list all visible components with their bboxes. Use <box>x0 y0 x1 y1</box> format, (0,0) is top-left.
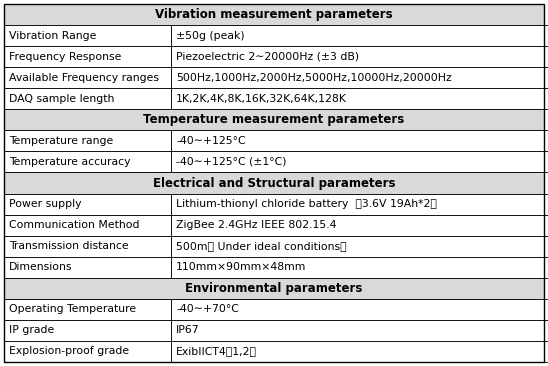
Bar <box>171 236 548 257</box>
Text: Temperature accuracy: Temperature accuracy <box>9 157 130 167</box>
Text: ExibIICT4（1,2）: ExibIICT4（1,2） <box>176 347 257 356</box>
Bar <box>4 130 171 152</box>
Bar <box>171 130 548 152</box>
Text: -40∼+125°C: -40∼+125°C <box>176 136 246 146</box>
Bar <box>4 214 171 236</box>
Bar <box>171 88 548 109</box>
Bar <box>171 214 548 236</box>
Bar <box>4 320 171 341</box>
Bar <box>171 67 548 88</box>
Bar <box>4 25 171 46</box>
Bar <box>4 299 171 320</box>
Bar <box>4 88 171 109</box>
Text: Transmission distance: Transmission distance <box>9 241 129 251</box>
Text: ±50g (peak): ±50g (peak) <box>176 31 245 41</box>
Text: Explosion-proof grade: Explosion-proof grade <box>9 347 129 356</box>
Text: Electrical and Structural parameters: Electrical and Structural parameters <box>153 176 395 190</box>
Bar <box>4 278 544 299</box>
Bar <box>4 46 171 67</box>
Text: Temperature measurement parameters: Temperature measurement parameters <box>144 113 404 126</box>
Bar <box>4 236 171 257</box>
Text: Power supply: Power supply <box>9 199 82 209</box>
Bar <box>4 152 171 172</box>
Bar <box>171 299 548 320</box>
Text: Available Frequency ranges: Available Frequency ranges <box>9 73 159 83</box>
Bar <box>171 152 548 172</box>
Bar <box>4 194 171 214</box>
Text: -40∼+125°C (±1°C): -40∼+125°C (±1°C) <box>176 157 287 167</box>
Bar <box>171 194 548 214</box>
Text: Lithium-thionyl chloride battery  （3.6V 19Ah*2）: Lithium-thionyl chloride battery （3.6V 1… <box>176 199 437 209</box>
Text: DAQ sample length: DAQ sample length <box>9 94 115 104</box>
Bar <box>4 341 171 362</box>
Text: 500Hz,1000Hz,2000Hz,5000Hz,10000Hz,20000Hz: 500Hz,1000Hz,2000Hz,5000Hz,10000Hz,20000… <box>176 73 452 83</box>
Text: Temperature range: Temperature range <box>9 136 113 146</box>
Text: Environmental parameters: Environmental parameters <box>185 282 363 295</box>
Bar <box>4 109 544 130</box>
Bar <box>4 67 171 88</box>
Text: 110mm×90mm×48mm: 110mm×90mm×48mm <box>176 262 306 272</box>
Bar <box>4 4 544 25</box>
Bar <box>171 341 548 362</box>
Bar <box>4 172 544 194</box>
Text: Communication Method: Communication Method <box>9 220 140 230</box>
Text: Vibration Range: Vibration Range <box>9 31 96 41</box>
Text: 500m（ Under ideal conditions）: 500m（ Under ideal conditions） <box>176 241 347 251</box>
Bar <box>171 320 548 341</box>
Text: Frequency Response: Frequency Response <box>9 52 121 61</box>
Text: IP67: IP67 <box>176 325 200 335</box>
Text: -40∼+70°C: -40∼+70°C <box>176 305 239 314</box>
Bar <box>171 25 548 46</box>
Text: ZigBee 2.4GHz IEEE 802.15.4: ZigBee 2.4GHz IEEE 802.15.4 <box>176 220 336 230</box>
Bar <box>171 257 548 278</box>
Text: Dimensions: Dimensions <box>9 262 72 272</box>
Text: IP grade: IP grade <box>9 325 54 335</box>
Bar <box>171 46 548 67</box>
Text: Piezoelectric 2∼20000Hz (±3 dB): Piezoelectric 2∼20000Hz (±3 dB) <box>176 52 359 61</box>
Bar <box>4 257 171 278</box>
Text: Operating Temperature: Operating Temperature <box>9 305 136 314</box>
Text: 1K,2K,4K,8K,16K,32K,64K,128K: 1K,2K,4K,8K,16K,32K,64K,128K <box>176 94 347 104</box>
Text: Vibration measurement parameters: Vibration measurement parameters <box>155 8 393 21</box>
